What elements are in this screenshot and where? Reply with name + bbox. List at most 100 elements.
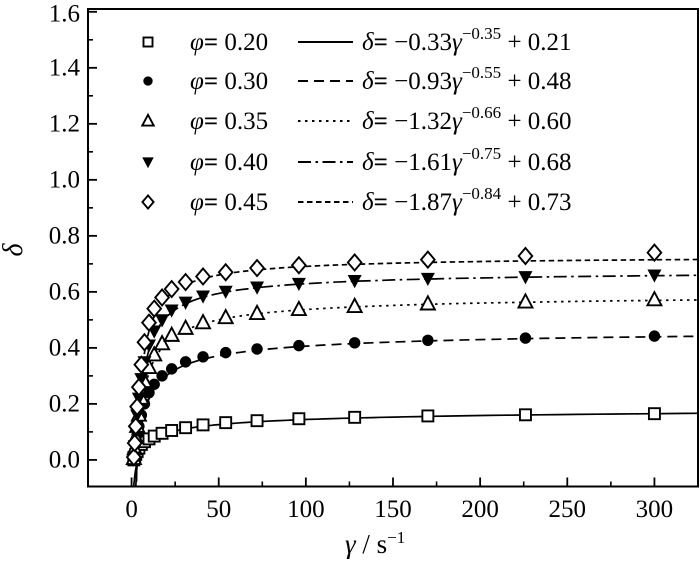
y-tick-label: 1.4 (49, 54, 81, 81)
legend-phi-label: φ= 0.35 (190, 108, 268, 135)
marker-triangle-down-filled (347, 275, 362, 289)
marker-diamond-open (125, 447, 142, 467)
marker-diamond-open (163, 279, 180, 299)
x-axis-title: γ / s−1 (345, 528, 405, 559)
marker-diamond-open (249, 258, 266, 278)
marker-circle-filled (348, 337, 361, 349)
legend: φ= 0.20 δ= −0.33γ−0.35 + 0.21 φ= 0.30 δ= −0… (140, 24, 572, 216)
fit-curve-0.40 (135, 274, 697, 482)
marker-triangle-up-open (153, 334, 171, 351)
marker-diamond-open (136, 332, 153, 352)
legend-row-0.20: φ= 0.20 δ= −0.33γ−0.35 + 0.21 (142, 24, 572, 56)
x-axis: 0 50 100 150 200 250 300 (125, 477, 673, 523)
legend-row-0.30: φ= 0.30 δ= −0.93γ−0.55 + 0.48 (143, 63, 572, 95)
marker-diamond-open (346, 252, 363, 272)
marker-circle-filled (219, 346, 232, 359)
marker-square-open (421, 409, 435, 423)
marker-triangle-down-filled (155, 314, 170, 328)
marker-triangle-down-filled (178, 296, 193, 310)
series-0.45 (125, 243, 663, 467)
marker-circle-filled (143, 76, 153, 86)
marker-triangle-down-filled (134, 373, 149, 387)
x-tick-label: 100 (287, 496, 325, 523)
y-tick-label: 0.0 (49, 446, 80, 473)
marker-triangle-up-open (217, 307, 235, 325)
marker-triangle-up-open (194, 313, 212, 330)
marker-triangle-up-open (248, 303, 266, 320)
marker-triangle-down-filled (291, 277, 306, 292)
legend-equation: δ= −1.32γ−0.66 + 0.60 (362, 103, 572, 135)
y-tick-label: 0.6 (49, 278, 80, 305)
marker-square-open (219, 416, 233, 430)
marker-diamond-open (419, 250, 436, 270)
marker-triangle-up-open (290, 299, 308, 317)
marker-diamond-open (127, 416, 144, 436)
marker-square-open (179, 421, 193, 435)
marker-square-open (292, 412, 306, 426)
marker-triangle-down-filled (420, 272, 435, 287)
marker-diamond-open (154, 287, 171, 307)
y-tick-label: 1.0 (49, 166, 80, 193)
marker-diamond-open (290, 255, 307, 275)
marker-square-open (348, 410, 362, 424)
marker-diamond-open (146, 299, 163, 319)
marker-triangle-down-filled (250, 281, 265, 295)
marker-triangle-up-open (645, 290, 664, 307)
marker-circle-filled (143, 386, 155, 399)
legend-equation: δ= −1.61γ−0.75 + 0.68 (362, 144, 572, 176)
marker-diamond-open (217, 262, 234, 282)
y-tick-label: 1.6 (49, 1, 80, 28)
x-tick-label: 200 (461, 496, 499, 523)
legend-equation: δ= −0.93γ−0.55 + 0.48 (362, 63, 572, 95)
marker-diamond-open (194, 266, 212, 286)
marker-square-open (250, 414, 264, 428)
x-tick-label: 50 (206, 496, 231, 523)
marker-diamond-open (517, 246, 534, 266)
marker-triangle-down-filled (196, 290, 211, 304)
y-axis-title: δ (0, 243, 29, 257)
marker-circle-filled (179, 356, 192, 368)
legend-phi-label: φ= 0.30 (190, 68, 268, 95)
marker-triangle-up-open (419, 294, 437, 311)
marker-triangle-down-filled (142, 157, 154, 169)
marker-square-open (647, 407, 661, 421)
marker-diamond-open (133, 355, 150, 375)
marker-triangle-up-open (177, 318, 195, 335)
legend-phi-label: φ= 0.20 (190, 29, 268, 56)
y-tick-label: 0.8 (49, 222, 80, 249)
y-tick-label: 1.2 (49, 110, 80, 137)
fit-curve-0.30 (134, 335, 697, 486)
marker-circle-filled (648, 330, 661, 342)
legend-equation: δ= −0.33γ−0.35 + 0.21 (362, 24, 572, 56)
marker-circle-filled (519, 332, 532, 344)
marker-circle-filled (422, 334, 434, 347)
marker-diamond-open (141, 193, 155, 211)
marker-circle-filled (165, 363, 178, 375)
legend-phi-label: φ= 0.40 (190, 149, 268, 176)
marker-circle-filled (197, 351, 209, 363)
marker-triangle-up-open (140, 112, 156, 127)
y-tick-label: 0.2 (49, 390, 80, 417)
marker-square-open (196, 418, 210, 432)
marker-diamond-open (129, 397, 146, 417)
marker-diamond-open (140, 313, 158, 333)
legend-row-0.35: φ= 0.35 δ= −1.32γ−0.66 + 0.60 (140, 103, 572, 135)
marker-triangle-down-filled (518, 271, 533, 285)
marker-square-open (519, 408, 532, 422)
data-points-layer (125, 243, 664, 467)
marker-square-open (142, 36, 154, 48)
legend-phi-label: φ= 0.45 (190, 189, 268, 216)
marker-triangle-down-filled (218, 285, 233, 299)
marker-diamond-open (646, 243, 663, 263)
x-tick-label: 150 (374, 496, 412, 523)
marker-triangle-up-open (163, 325, 181, 342)
marker-diamond-open (177, 272, 194, 292)
marker-triangle-up-open (346, 296, 364, 313)
y-tick-label: 0.4 (49, 334, 81, 361)
marker-diamond-open (126, 433, 143, 453)
marker-triangle-down-filled (164, 304, 179, 318)
marker-diamond-open (130, 377, 147, 397)
